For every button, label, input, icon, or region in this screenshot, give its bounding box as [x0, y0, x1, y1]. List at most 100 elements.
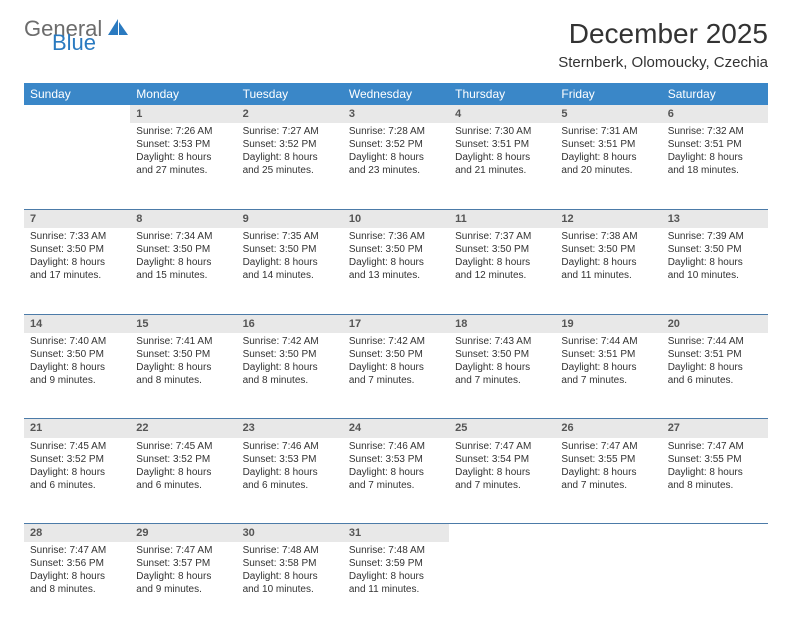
daylight-text: Daylight: 8 hours — [136, 361, 230, 374]
sunrise-text: Sunrise: 7:42 AM — [243, 335, 337, 348]
day-number-cell: 9 — [237, 209, 343, 228]
daylight-text: and 7 minutes. — [455, 479, 549, 492]
sunrise-text: Sunrise: 7:44 AM — [561, 335, 655, 348]
day-number-cell: 29 — [130, 524, 236, 543]
day-number: 7 — [24, 210, 130, 228]
calendar-cell: Sunrise: 7:38 AMSunset: 3:50 PMDaylight:… — [555, 228, 661, 314]
day-number-cell: 11 — [449, 209, 555, 228]
calendar-cell: Sunrise: 7:35 AMSunset: 3:50 PMDaylight:… — [237, 228, 343, 314]
day-number-cell: 16 — [237, 314, 343, 333]
cell-body: Sunrise: 7:40 AMSunset: 3:50 PMDaylight:… — [24, 333, 130, 391]
sunset-text: Sunset: 3:50 PM — [30, 243, 124, 256]
sunset-text: Sunset: 3:59 PM — [349, 557, 443, 570]
daylight-text: Daylight: 8 hours — [455, 361, 549, 374]
sunrise-text: Sunrise: 7:41 AM — [136, 335, 230, 348]
daylight-text: and 8 minutes. — [668, 479, 762, 492]
sunset-text: Sunset: 3:50 PM — [561, 243, 655, 256]
sunrise-text: Sunrise: 7:36 AM — [349, 230, 443, 243]
sunrise-text: Sunrise: 7:30 AM — [455, 125, 549, 138]
day-number-cell: 19 — [555, 314, 661, 333]
cell-body: Sunrise: 7:41 AMSunset: 3:50 PMDaylight:… — [130, 333, 236, 391]
sunset-text: Sunset: 3:50 PM — [349, 348, 443, 361]
day-number-cell: 21 — [24, 419, 130, 438]
day-number-cell: 6 — [662, 105, 768, 123]
daylight-text: Daylight: 8 hours — [561, 151, 655, 164]
day-number-cell: 3 — [343, 105, 449, 123]
calendar-cell: Sunrise: 7:39 AMSunset: 3:50 PMDaylight:… — [662, 228, 768, 314]
day-number: 25 — [449, 419, 555, 437]
day-number: 13 — [662, 210, 768, 228]
daylight-text: and 25 minutes. — [243, 164, 337, 177]
daylight-text: and 27 minutes. — [136, 164, 230, 177]
daylight-text: Daylight: 8 hours — [349, 570, 443, 583]
day-number-cell — [555, 524, 661, 543]
day-number-cell: 5 — [555, 105, 661, 123]
day-number: 3 — [343, 105, 449, 123]
calendar-cell: Sunrise: 7:48 AMSunset: 3:58 PMDaylight:… — [237, 542, 343, 628]
cell-body: Sunrise: 7:48 AMSunset: 3:59 PMDaylight:… — [343, 542, 449, 600]
month-title: December 2025 — [558, 18, 768, 50]
calendar-cell: Sunrise: 7:40 AMSunset: 3:50 PMDaylight:… — [24, 333, 130, 419]
sunrise-text: Sunrise: 7:45 AM — [136, 440, 230, 453]
sunset-text: Sunset: 3:52 PM — [136, 453, 230, 466]
daylight-text: and 10 minutes. — [243, 583, 337, 596]
daylight-text: Daylight: 8 hours — [668, 256, 762, 269]
daylight-text: Daylight: 8 hours — [561, 256, 655, 269]
cell-body: Sunrise: 7:38 AMSunset: 3:50 PMDaylight:… — [555, 228, 661, 286]
logo-blue: Blue — [52, 33, 129, 53]
sunset-text: Sunset: 3:58 PM — [243, 557, 337, 570]
cell-body: Sunrise: 7:30 AMSunset: 3:51 PMDaylight:… — [449, 123, 555, 181]
day-number: 21 — [24, 419, 130, 437]
daylight-text: and 7 minutes. — [349, 479, 443, 492]
day-number: 15 — [130, 315, 236, 333]
sunrise-text: Sunrise: 7:34 AM — [136, 230, 230, 243]
daylight-text: Daylight: 8 hours — [136, 570, 230, 583]
weekday-header: Monday — [130, 83, 236, 105]
cell-body: Sunrise: 7:26 AMSunset: 3:53 PMDaylight:… — [130, 123, 236, 181]
sunset-text: Sunset: 3:50 PM — [668, 243, 762, 256]
day-number-cell: 15 — [130, 314, 236, 333]
sunrise-text: Sunrise: 7:43 AM — [455, 335, 549, 348]
daylight-text: Daylight: 8 hours — [455, 151, 549, 164]
calendar-cell: Sunrise: 7:32 AMSunset: 3:51 PMDaylight:… — [662, 123, 768, 209]
day-number: 5 — [555, 105, 661, 123]
daylight-text: and 7 minutes. — [561, 374, 655, 387]
sunrise-text: Sunrise: 7:44 AM — [668, 335, 762, 348]
daylight-text: Daylight: 8 hours — [668, 466, 762, 479]
sunrise-text: Sunrise: 7:47 AM — [136, 544, 230, 557]
cell-body: Sunrise: 7:47 AMSunset: 3:57 PMDaylight:… — [130, 542, 236, 600]
daylight-text: and 11 minutes. — [349, 583, 443, 596]
sunrise-text: Sunrise: 7:28 AM — [349, 125, 443, 138]
logo: General Blue — [24, 18, 129, 53]
day-number: 8 — [130, 210, 236, 228]
daylight-text: Daylight: 8 hours — [668, 151, 762, 164]
daylight-text: Daylight: 8 hours — [30, 466, 124, 479]
daylight-text: Daylight: 8 hours — [668, 361, 762, 374]
cell-body: Sunrise: 7:36 AMSunset: 3:50 PMDaylight:… — [343, 228, 449, 286]
daylight-text: and 8 minutes. — [30, 583, 124, 596]
day-number: 23 — [237, 419, 343, 437]
day-number: 26 — [555, 419, 661, 437]
day-number: 20 — [662, 315, 768, 333]
daylight-text: and 17 minutes. — [30, 269, 124, 282]
daylight-text: and 15 minutes. — [136, 269, 230, 282]
sunset-text: Sunset: 3:52 PM — [349, 138, 443, 151]
daylight-text: Daylight: 8 hours — [455, 256, 549, 269]
sunset-text: Sunset: 3:52 PM — [30, 453, 124, 466]
calendar-cell: Sunrise: 7:28 AMSunset: 3:52 PMDaylight:… — [343, 123, 449, 209]
day-number-cell: 25 — [449, 419, 555, 438]
title-block: December 2025 Sternberk, Olomoucky, Czec… — [558, 18, 768, 71]
logo-text: General Blue — [24, 18, 129, 53]
day-number-cell: 12 — [555, 209, 661, 228]
sunrise-text: Sunrise: 7:45 AM — [30, 440, 124, 453]
daylight-text: and 8 minutes. — [243, 374, 337, 387]
calendar-cell: Sunrise: 7:30 AMSunset: 3:51 PMDaylight:… — [449, 123, 555, 209]
cell-body: Sunrise: 7:45 AMSunset: 3:52 PMDaylight:… — [24, 438, 130, 496]
calendar-cell: Sunrise: 7:47 AMSunset: 3:56 PMDaylight:… — [24, 542, 130, 628]
daylight-text: and 6 minutes. — [30, 479, 124, 492]
weekday-header: Tuesday — [237, 83, 343, 105]
day-number: 4 — [449, 105, 555, 123]
daylight-text: Daylight: 8 hours — [243, 466, 337, 479]
daylight-text: Daylight: 8 hours — [349, 361, 443, 374]
day-number-cell: 1 — [130, 105, 236, 123]
